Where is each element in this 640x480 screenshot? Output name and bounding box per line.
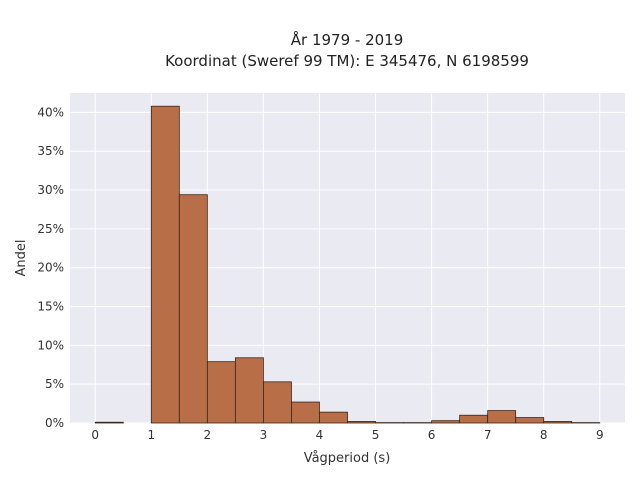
histogram-bar	[347, 421, 376, 424]
x-tick-label: 9	[596, 428, 604, 442]
x-tick-label: 5	[372, 428, 380, 442]
chart-title-line-2: Koordinat (Sweref 99 TM): E 345476, N 61…	[165, 52, 529, 70]
x-tick-label: 2	[204, 428, 212, 442]
histogram-bar	[291, 401, 320, 424]
histogram-bar	[178, 194, 208, 424]
x-tick-label: 7	[484, 428, 492, 442]
histogram-bar	[150, 105, 180, 424]
x-tick-label: 4	[316, 428, 324, 442]
histogram-bar	[431, 420, 461, 424]
y-tick-label: 40%	[37, 105, 64, 119]
x-tick-label: 8	[540, 428, 548, 442]
x-tick-label: 0	[91, 428, 99, 442]
y-axis-label: Andel	[14, 240, 29, 277]
y-tick-label: 10%	[37, 338, 64, 352]
histogram-bar	[319, 411, 348, 424]
x-axis-ticks: 0 1 2 3 4 5 6 7 8 9	[91, 428, 603, 442]
x-axis-label: Vågperiod (s)	[304, 451, 391, 466]
y-tick-label: 35%	[37, 144, 64, 158]
histogram-bar	[515, 417, 545, 424]
histogram-bar	[263, 381, 292, 424]
histogram-bar	[206, 361, 236, 424]
histogram-bar	[234, 357, 264, 424]
y-tick-label: 0%	[45, 416, 64, 430]
x-tick-label: 6	[428, 428, 436, 442]
x-tick-label: 1	[147, 428, 155, 442]
x-tick-label: 3	[260, 428, 268, 442]
histogram-bar	[543, 421, 573, 424]
y-tick-label: 5%	[45, 377, 64, 391]
histogram-bar	[94, 421, 124, 424]
y-tick-label: 30%	[37, 183, 64, 197]
y-tick-label: 25%	[37, 222, 64, 236]
y-axis-ticks: 0% 5% 10% 15% 20% 25% 30% 35% 40%	[37, 105, 64, 430]
histogram-bar	[459, 414, 489, 424]
histogram-bar	[487, 410, 517, 424]
y-tick-label: 20%	[37, 261, 64, 275]
chart-title-line-1: År 1979 - 2019	[291, 30, 404, 49]
bars	[94, 105, 601, 424]
y-tick-label: 15%	[37, 300, 64, 314]
